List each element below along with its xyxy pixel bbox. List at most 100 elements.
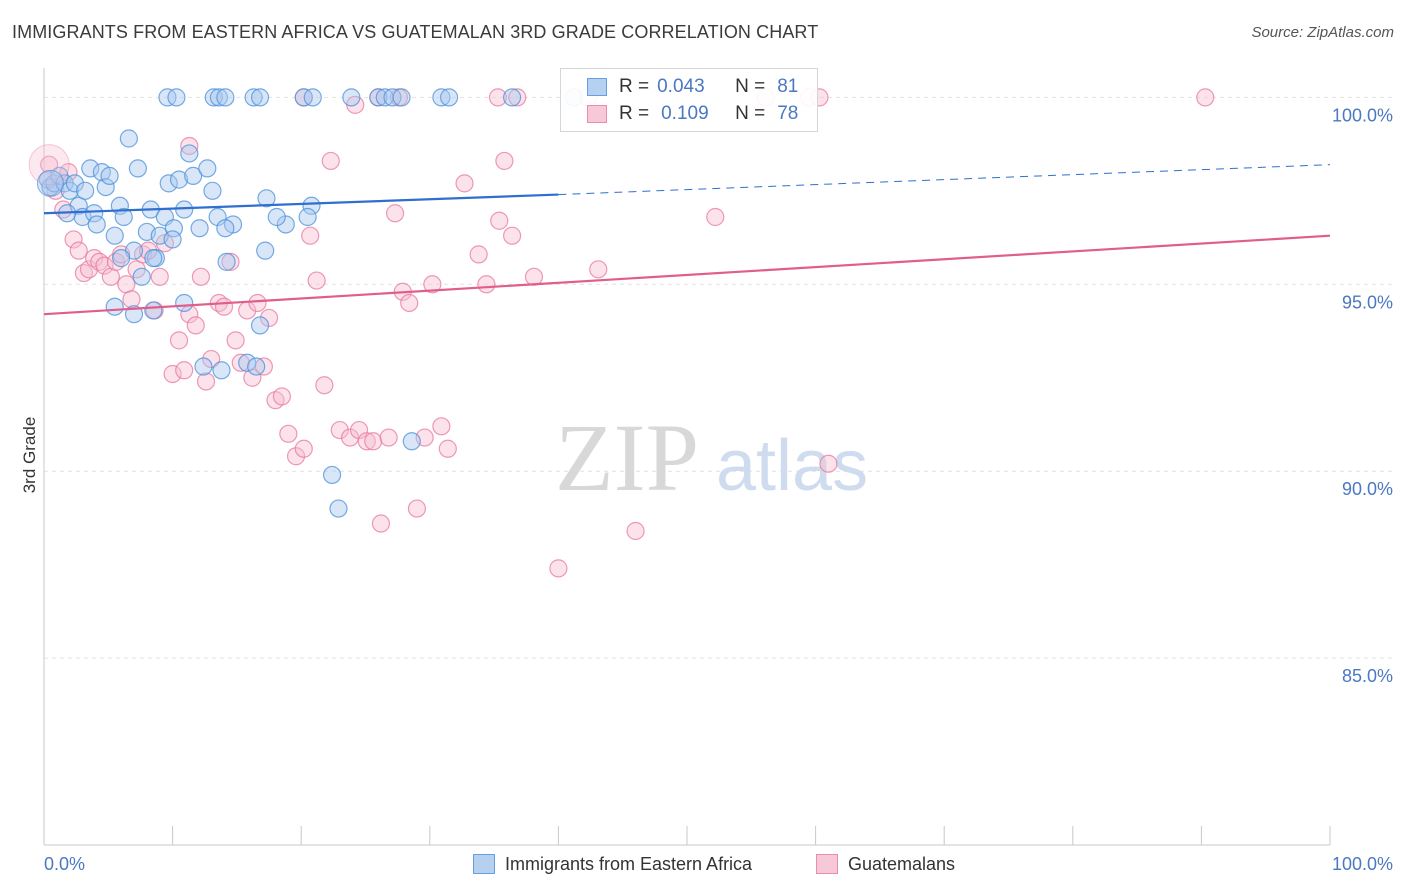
point-eastern-africa [322,465,342,485]
point-eastern-africa [81,159,100,178]
point-guatemalans [364,432,383,451]
point-guatemalans [95,256,114,275]
point-eastern-africa [87,215,106,234]
point-guatemalans [508,88,527,107]
point-guatemalans [272,387,292,406]
legend-swatch-guatemalans [816,854,838,874]
point-eastern-africa [194,357,213,376]
point-guatemalans [301,226,320,245]
point-guatemalans [819,454,838,473]
point-guatemalans [438,439,457,458]
point-guatemalans [79,260,99,279]
stats-r-label: R = [619,76,650,97]
trend-line-eastern-africa [43,193,559,215]
point-eastern-africa [209,88,228,107]
point-eastern-africa [132,267,151,286]
point-eastern-africa [105,226,124,245]
point-eastern-africa [247,357,266,376]
stats-n-value: 78 [777,103,799,124]
point-guatemalans [59,163,78,182]
point-eastern-africa [144,249,163,268]
stats-r-label: R = [619,103,650,124]
point-eastern-africa [244,88,263,107]
point-eastern-africa [217,252,236,271]
point-eastern-africa [402,432,421,451]
point-eastern-africa [329,499,348,518]
tick-labels: 85.0% 90.0% 95.0% 100.0% 0.0% 100.0% [44,105,1393,874]
trend-lines [43,164,1331,316]
point-guatemalans [495,151,514,171]
point-guatemalans [202,349,221,369]
point-eastern-africa [342,88,361,107]
x-tick-label: 100.0% [1332,854,1393,874]
x-tick-label: 0.0% [44,854,85,874]
point-eastern-africa [369,88,388,107]
point-eastern-africa [392,88,411,107]
stats-swatch-eastern-africa [587,78,607,96]
point-guatemalans [315,376,334,395]
legend-item-guatemalans[interactable]: Guatemalans [816,850,955,878]
point-eastern-africa [96,177,115,197]
point-guatemalans [286,447,306,466]
stats-r-value: 0.109 [661,103,709,124]
y-tick-label: 85.0% [1342,666,1393,686]
point-eastern-africa [298,207,317,227]
point-eastern-africa [238,353,257,372]
point-eastern-africa [76,181,95,200]
point-eastern-africa [256,241,275,260]
point-eastern-africa [184,166,203,185]
point-guatemalans [626,521,645,541]
point-guatemalans [488,88,508,107]
point-guatemalans [28,144,70,186]
point-eastern-africa [180,144,199,163]
point-guatemalans [423,275,442,294]
legend-label-eastern-africa: Immigrants from Eastern Africa [505,853,753,874]
point-guatemalans [407,499,427,518]
point-eastern-africa [302,196,321,215]
stats-n-label: N = [735,76,766,97]
stats-row-guatemalans: R = 0.109 N = 78 [561,100,798,128]
point-eastern-africa [175,293,194,313]
point-eastern-africa [203,181,222,200]
point-eastern-africa [303,88,322,107]
point-eastern-africa [503,88,522,107]
stats-row-eastern-africa: R = 0.043 N = 81 [561,73,798,101]
point-guatemalans [214,297,234,316]
y-tick-label: 100.0% [1332,105,1393,125]
point-eastern-africa [198,159,217,178]
point-guatemalans [150,267,169,286]
axes [43,68,1331,846]
point-eastern-africa [114,207,133,227]
point-guatemalans [432,417,451,436]
point-guatemalans [69,241,88,260]
point-guatemalans [321,151,340,171]
point-eastern-africa [112,249,131,268]
point-eastern-africa [105,297,124,316]
stats-n-label: N = [735,103,766,124]
point-eastern-africa [85,204,104,223]
point-guatemalans [469,245,488,264]
point-guatemalans [477,275,496,294]
y-tick-label: 95.0% [1342,292,1393,312]
watermark-zip: ZIP [555,404,699,511]
point-eastern-africa [216,88,235,107]
legend-label-guatemalans: Guatemalans [848,853,956,874]
point-eastern-africa [163,230,182,249]
point-eastern-africa [128,159,147,178]
stats-box: R = 0.043 N = 81 R = 0.109 N = 78 [560,68,818,132]
point-guatemalans [191,267,210,286]
point-eastern-africa [159,174,178,193]
point-eastern-africa [267,207,286,227]
point-eastern-africa [216,219,235,238]
point-eastern-africa [119,129,138,148]
point-guatemalans [180,136,199,156]
point-guatemalans [455,174,474,193]
point-eastern-africa [439,88,459,107]
point-guatemalans [196,372,216,391]
point-eastern-africa [250,88,270,107]
legend-item-eastern-africa[interactable]: Immigrants from Eastern Africa [473,850,752,878]
trend-line-eastern-africa-projection [558,164,1331,196]
watermark-atlas: atlas [716,426,868,506]
point-guatemalans [122,290,141,309]
